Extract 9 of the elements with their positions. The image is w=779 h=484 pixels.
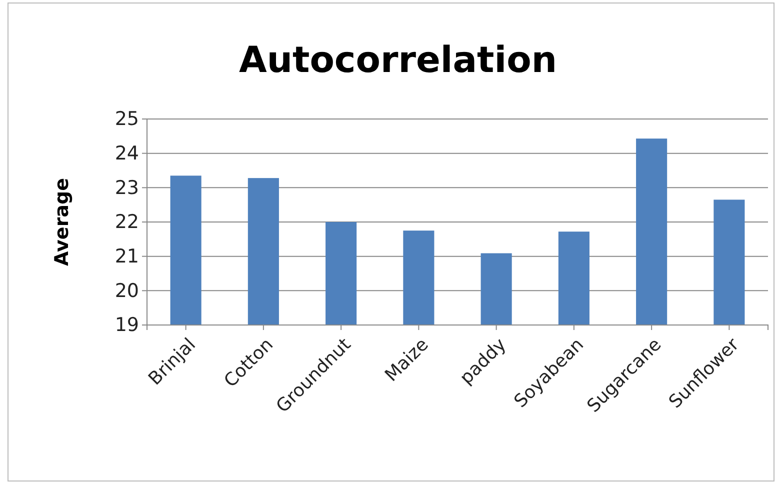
y-tick-label: 21 [114,245,139,268]
y-tick-label: 20 [114,280,139,302]
y-tick-label: 25 [114,108,139,130]
y-tick-label: 19 [114,314,139,336]
y-tick-label: 23 [114,176,139,199]
y-tick-label: 24 [114,142,139,164]
y-axis-title: Average [51,178,73,266]
y-tick-label: 22 [114,211,139,234]
chart-title: Autocorrelation [239,40,557,81]
